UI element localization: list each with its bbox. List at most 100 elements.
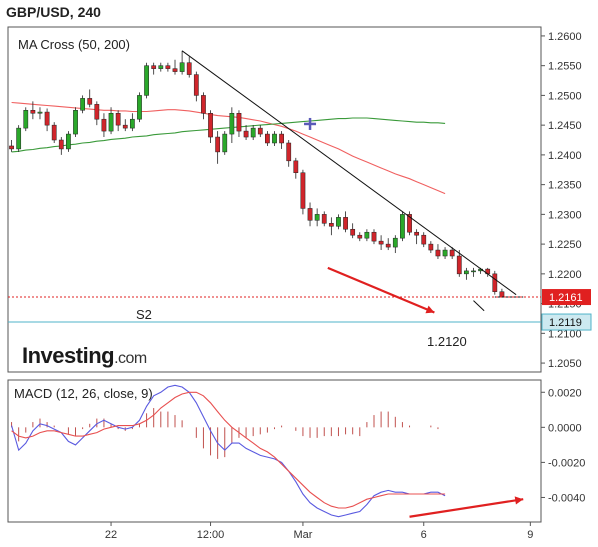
candle-body (314, 214, 320, 221)
downtrend-line (181, 50, 517, 296)
candle-body (201, 95, 206, 114)
candle-body (442, 249, 448, 257)
price-y-tick-label: 1.2250 (548, 239, 582, 251)
macd-indicator-label: MACD (12, 26, close, 9) (14, 386, 153, 401)
support-price-tag (541, 313, 592, 331)
candle-body (400, 214, 405, 239)
price-y-tick-label: 1.2500 (548, 90, 582, 102)
price-arrow-head (425, 305, 435, 314)
macd-y-tick-label: -0.0020 (548, 457, 585, 469)
candle-body (129, 118, 135, 129)
candle-body (208, 113, 213, 138)
candle-body (378, 240, 384, 245)
candle-body (108, 113, 114, 132)
candle-body (428, 243, 434, 251)
candle-body (87, 98, 93, 105)
candle-body (463, 270, 469, 275)
candle-body (16, 127, 22, 150)
price-y-tick-label: 1.2300 (548, 209, 582, 221)
candle-body (421, 234, 427, 245)
macd-y-tick-label: 0.0000 (548, 422, 582, 434)
ma-200-line (11, 117, 446, 153)
candle-body (186, 62, 192, 75)
candle-body (236, 113, 242, 132)
price-y-tick-label: 1.2450 (548, 120, 582, 132)
price-y-tick-label: 1.2100 (548, 328, 582, 340)
candle-body (414, 231, 420, 236)
candle-body (215, 136, 221, 153)
candle-body (371, 231, 377, 242)
target-level-label: 1.2120 (427, 334, 467, 349)
candle-body (80, 98, 86, 111)
x-tick-label: 6 (421, 529, 427, 541)
candle-body (265, 133, 270, 144)
candle-body (73, 110, 78, 135)
candle-body (137, 95, 142, 120)
logo-word: Investing (22, 343, 115, 368)
macd-signal-line (11, 391, 446, 509)
candle-body (364, 231, 370, 239)
candle-body (179, 62, 185, 72)
candle-body (144, 65, 149, 96)
candle-body (229, 113, 235, 135)
candle-body (499, 291, 505, 298)
candle-body (44, 111, 50, 126)
candle-body (492, 273, 498, 292)
price-y-tick-label: 1.2050 (548, 358, 582, 370)
support-name-label: S2 (136, 307, 152, 322)
candle-body (165, 65, 171, 69)
candle-body (328, 223, 334, 227)
candle-body (392, 237, 398, 248)
candle-body (350, 228, 356, 236)
candle-body (336, 217, 341, 227)
candle-body (435, 249, 441, 257)
candle-body (293, 160, 299, 173)
candle-body (257, 127, 263, 135)
logo-suffix: .com (114, 350, 147, 367)
candle-body (407, 214, 412, 233)
macd-arrow-head (514, 496, 524, 505)
macd-line (11, 384, 446, 518)
investing-logo: Investing.com (22, 343, 147, 369)
candle-body (66, 133, 71, 150)
candle-body (250, 127, 256, 138)
candle-body (471, 270, 476, 273)
macd-y-tick-label: -0.0040 (548, 492, 585, 504)
x-tick-label: 22 (105, 529, 117, 541)
candle-body (58, 139, 64, 150)
candle-body (343, 217, 348, 230)
macd-panel-frame (7, 379, 542, 523)
candle-body (300, 172, 306, 209)
candle-body (193, 74, 199, 96)
candle-body (51, 124, 57, 141)
candle-body (456, 255, 462, 275)
price-y-tick-label: 1.2600 (548, 31, 582, 43)
target-pointer-line (473, 300, 485, 312)
candle-body (321, 214, 327, 224)
x-tick-label: Mar (293, 529, 312, 541)
chart-title: GBP/USD, 240 (6, 4, 101, 20)
x-tick-label: 9 (527, 529, 533, 541)
current-price-tag (542, 289, 591, 306)
candle-body (449, 249, 455, 257)
price-panel-frame (7, 26, 542, 373)
support-price-label: 1.2119 (549, 317, 582, 329)
price-y-tick-label: 1.2550 (548, 61, 582, 73)
candle-body (151, 65, 157, 69)
price-y-tick-label: 1.2400 (548, 150, 582, 162)
candle-body (37, 111, 43, 114)
candle-body (23, 110, 29, 129)
candle-body (30, 110, 36, 114)
candle-body (385, 243, 391, 248)
macd-y-tick-label: 0.0020 (548, 387, 582, 399)
candle-body (357, 234, 363, 239)
candle-body (279, 133, 284, 144)
candle-body (272, 133, 277, 144)
candle-body (243, 130, 249, 138)
candle-body (158, 65, 164, 69)
price-indicator-label: MA Cross (50, 200) (18, 37, 130, 52)
x-tick-label: 12:00 (197, 529, 225, 541)
price-arrow (327, 266, 435, 314)
price-y-tick-label: 1.2350 (548, 180, 582, 192)
